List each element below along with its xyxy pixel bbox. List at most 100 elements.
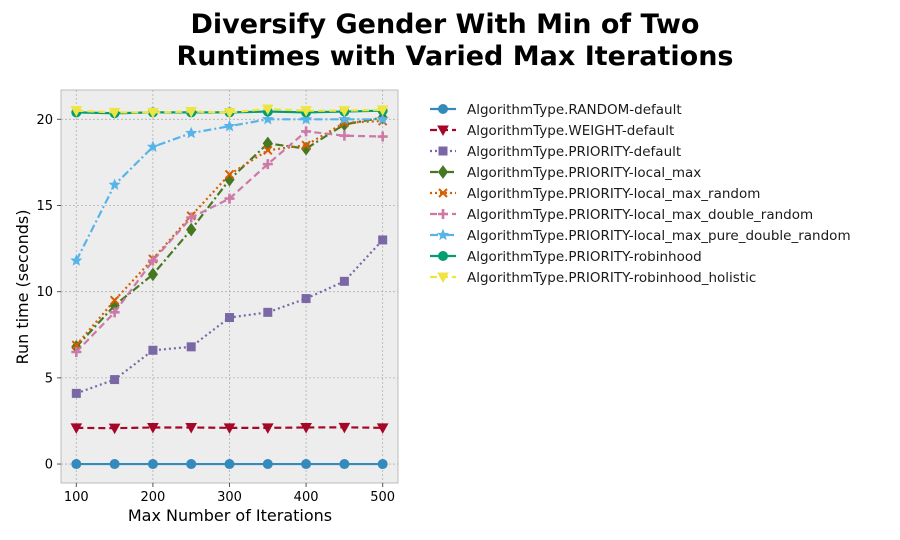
data-point xyxy=(339,130,350,141)
data-point xyxy=(377,131,388,142)
data-point xyxy=(108,423,121,435)
data-point xyxy=(438,251,448,261)
legend-label: AlgorithmType.PRIORITY-robinhood xyxy=(467,249,702,265)
data-point xyxy=(186,459,197,470)
data-point xyxy=(71,347,82,357)
data-point xyxy=(437,125,449,137)
legend-item: AlgorithmType.PRIORITY-local_max_pure_do… xyxy=(430,228,851,244)
data-point xyxy=(185,422,198,434)
legend-label: AlgorithmType.WEIGHT-default xyxy=(467,123,674,139)
data-point xyxy=(71,459,82,470)
chart-title-line-2: Runtimes with Varied Max Iterations xyxy=(177,41,734,72)
legend-item: AlgorithmType.WEIGHT-default xyxy=(430,123,674,139)
data-point xyxy=(301,126,312,137)
data-point xyxy=(300,106,312,117)
y-axis-label: Run time (seconds) xyxy=(13,210,32,365)
data-point xyxy=(438,188,448,198)
data-point xyxy=(186,222,197,237)
data-point xyxy=(261,104,274,115)
data-point xyxy=(437,272,449,284)
x-tick-label: 300 xyxy=(217,490,242,505)
legend-label: AlgorithmType.PRIORITY-local_max_double_… xyxy=(467,207,813,223)
y-tick-label: 5 xyxy=(45,371,53,386)
data-point xyxy=(300,112,313,125)
data-point xyxy=(377,459,388,470)
data-point xyxy=(185,107,198,118)
data-point xyxy=(301,459,312,470)
data-point xyxy=(223,423,236,434)
data-point xyxy=(436,228,450,241)
data-point xyxy=(225,313,234,323)
series-line xyxy=(76,107,383,114)
data-point xyxy=(108,178,121,190)
data-point xyxy=(339,459,350,470)
data-point xyxy=(300,422,312,434)
data-point xyxy=(70,106,83,117)
data-point xyxy=(339,276,349,286)
series-line xyxy=(75,118,383,262)
data-point xyxy=(301,294,311,304)
data-point xyxy=(109,459,120,470)
data-point xyxy=(224,193,235,204)
data-point xyxy=(262,159,273,170)
data-point xyxy=(301,140,311,150)
legend-label: AlgorithmType.PRIORITY-local_max_random xyxy=(467,186,760,202)
data-point xyxy=(146,140,159,153)
data-point xyxy=(147,267,159,282)
data-point xyxy=(263,145,273,156)
data-point xyxy=(438,104,448,114)
data-point xyxy=(438,146,448,156)
x-tick-label: 100 xyxy=(64,490,89,505)
series-1 xyxy=(71,459,388,470)
data-point xyxy=(71,388,81,398)
series-line xyxy=(75,130,383,353)
data-point xyxy=(261,112,274,125)
tick-labels: 100 200 300 400 500 0 5 10 15 20 xyxy=(36,113,395,505)
data-point xyxy=(262,459,273,470)
series-layer xyxy=(70,104,389,470)
legend-item: AlgorithmType.PRIORITY-default xyxy=(430,144,681,160)
chart-title-line-1: Diversify Gender With Min of Two xyxy=(191,9,700,40)
data-point xyxy=(109,307,120,318)
data-point xyxy=(186,342,196,352)
data-point xyxy=(224,169,235,180)
legend-label: AlgorithmType.PRIORITY-robinhood_holisti… xyxy=(467,270,756,286)
data-point xyxy=(223,107,236,119)
data-point xyxy=(147,107,159,119)
y-tick-label: 20 xyxy=(36,113,53,128)
series-line xyxy=(76,426,383,430)
data-point xyxy=(147,422,159,434)
data-point xyxy=(186,212,197,223)
data-point xyxy=(110,375,120,385)
legend-label: AlgorithmType.RANDOM-default xyxy=(467,102,682,118)
legend-item: AlgorithmType.PRIORITY-local_max xyxy=(430,165,701,181)
legend-item: AlgorithmType.PRIORITY-robinhood_holisti… xyxy=(430,270,756,286)
x-tick-label: 400 xyxy=(294,490,319,505)
series-6 xyxy=(71,126,388,357)
data-point xyxy=(376,105,389,116)
data-point xyxy=(70,254,83,266)
data-point xyxy=(148,345,158,355)
legend-label: AlgorithmType.PRIORITY-default xyxy=(467,144,681,160)
x-tick-label: 200 xyxy=(140,490,165,505)
y-tick-label: 15 xyxy=(36,199,53,214)
data-point xyxy=(223,119,236,132)
data-point xyxy=(224,459,235,470)
y-tick-label: 0 xyxy=(45,458,53,473)
legend: AlgorithmType.RANDOM-default AlgorithmTyp… xyxy=(430,102,851,286)
data-point xyxy=(108,107,121,119)
data-point xyxy=(338,422,351,434)
legend-item: AlgorithmType.PRIORITY-local_max_double_… xyxy=(430,207,813,223)
data-point xyxy=(185,126,198,139)
data-point xyxy=(376,112,389,125)
data-point xyxy=(109,295,120,305)
legend-item: AlgorithmType.PRIORITY-local_max_random xyxy=(430,186,760,202)
data-point xyxy=(437,165,449,179)
data-point xyxy=(378,235,388,245)
data-point xyxy=(338,112,351,125)
x-tick-label: 500 xyxy=(370,490,395,505)
x-axis-label: Max Number of Iterations xyxy=(128,506,332,525)
legend-item: AlgorithmType.PRIORITY-robinhood xyxy=(430,249,702,265)
